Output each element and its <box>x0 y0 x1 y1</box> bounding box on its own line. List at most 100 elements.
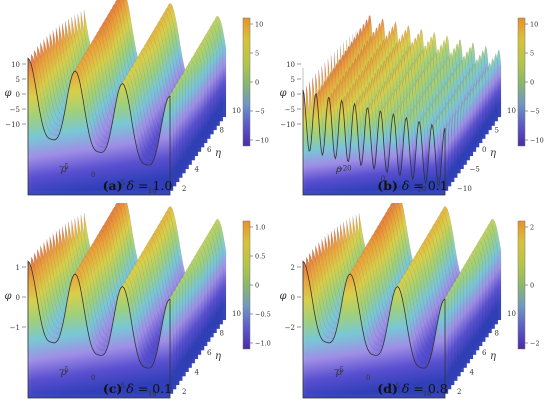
x-tick-label: 5 <box>396 382 400 390</box>
panel-b: 10 5 0 −5 −10 φ −20 0 20 ρ −10 −5 0 5 10 η 10 5 0 −5 −10 (b)… <box>275 0 550 202</box>
caption-value: = 0.1 <box>413 178 448 193</box>
surface-plot-b: 10 5 0 −5 −10 φ −20 0 20 ρ −10 −5 0 5 10 η 10 5 0 −5 −10 <box>279 15 544 196</box>
colorbar-tick-label: −10 <box>530 137 544 145</box>
z-tick-label: 2 <box>291 264 295 272</box>
z-tick-label: −5 <box>285 106 295 114</box>
caption-letter: (a) <box>102 178 123 193</box>
x-tick-label: 5 <box>121 382 125 390</box>
caption-symbol: δ <box>401 381 410 396</box>
y-tick-label: 8 <box>220 127 224 135</box>
colorbar-tick-label: 0 <box>255 282 259 290</box>
y-tick-label: 2 <box>182 388 186 396</box>
z-axis-label: φ <box>279 88 286 99</box>
y-tick-label: 2 <box>182 185 186 193</box>
x-tick-label: 10 <box>423 390 432 398</box>
z-tick-label: 0 <box>291 91 295 99</box>
z-axis-label: φ <box>4 88 11 99</box>
y-tick-label: −10 <box>457 185 472 193</box>
colorbar-tick-label: 0 <box>530 282 534 290</box>
y-tick-label: 0 <box>482 146 486 154</box>
colorbar-tick-label: −5 <box>255 108 265 116</box>
colorbar-tick-label: 10 <box>530 21 538 29</box>
y-tick-label: 10 <box>232 310 241 318</box>
z-tick-label: 0 <box>16 294 20 302</box>
y-tick-label: 8 <box>220 330 224 338</box>
x-tick-label: −5 <box>59 163 69 171</box>
z-axis-label: φ <box>279 291 286 302</box>
y-axis-label: η <box>215 148 221 159</box>
colorbar-tick-label: −10 <box>255 137 269 145</box>
x-tick-label: −5 <box>334 366 344 374</box>
y-tick-label: 6 <box>207 146 212 154</box>
x-axis-label: ρ <box>335 164 342 175</box>
z-tick-label: −10 <box>280 121 295 129</box>
y-tick-label: 10 <box>507 310 516 318</box>
x-tick-label: 0 <box>366 374 370 382</box>
colorbar <box>517 220 526 350</box>
caption-symbol: δ <box>401 178 410 193</box>
caption-letter: (d) <box>377 381 398 396</box>
caption-b: (b) δ = 0.1 <box>275 178 550 193</box>
caption-value: = 0.1 <box>137 381 173 396</box>
y-tick-label: 5 <box>495 127 499 135</box>
z-tick-label: 5 <box>16 76 20 84</box>
colorbar-tick-label: 5 <box>530 50 534 58</box>
y-tick-label: 8 <box>495 330 499 338</box>
z-tick-label: 10 <box>286 61 295 69</box>
x-tick-label: −20 <box>337 164 352 172</box>
colorbar-tick-label: 2 <box>530 224 534 232</box>
x-tick-label: 5 <box>121 179 125 187</box>
colorbar-tick-label: 5 <box>255 50 259 58</box>
y-tick-label: −5 <box>470 166 480 174</box>
caption-value: = 1.0 <box>138 178 173 193</box>
x-tick-label: 0 <box>381 175 385 183</box>
x-tick-label: 20 <box>417 186 426 194</box>
z-tick-label: 0 <box>291 294 295 302</box>
z-axis-label: φ <box>4 291 11 302</box>
x-tick-label: 10 <box>148 390 157 398</box>
y-tick-label: 10 <box>232 107 241 115</box>
y-axis-label: η <box>490 148 496 159</box>
x-tick-label: 10 <box>148 187 157 195</box>
y-tick-label: 4 <box>470 369 475 377</box>
caption-a: (a) δ = 1.0 <box>0 178 275 193</box>
z-tick-label: −2 <box>285 324 295 332</box>
y-tick-label: 4 <box>195 369 200 377</box>
x-tick-label: 0 <box>91 374 95 382</box>
z-tick-label: −1 <box>10 324 20 332</box>
colorbar <box>242 17 251 147</box>
colorbar-tick-label: 1.0 <box>255 224 265 232</box>
colorbar-tick-label: 0 <box>530 79 534 87</box>
caption-letter: (c) <box>102 381 123 396</box>
y-tick-label: 4 <box>195 166 200 174</box>
z-tick-label: −5 <box>10 106 20 114</box>
z-tick-label: −10 <box>5 121 20 129</box>
z-tick-label: 5 <box>291 76 295 84</box>
panel-c: 1 0 −1 φ −5 0 5 10 ρ 2 4 6 8 10 η 1.0 0.5 0 −0.5 −1.0 (c) δ… <box>0 203 275 405</box>
surface-plot-d: 2 0 −2 φ −5 0 5 10 ρ 2 4 6 8 10 η 2 0 −2 <box>279 203 540 399</box>
colorbar <box>242 220 251 350</box>
surface <box>27 203 227 399</box>
colorbar <box>517 17 526 147</box>
y-axis-label: η <box>215 351 221 362</box>
surface-plot-a: 10 5 0 −5 −10 φ −5 0 5 10 ρ 2 4 6 8 10 η 10 5 0 −5 −10 <box>4 0 269 196</box>
caption-value: = 0.8 <box>413 381 448 396</box>
z-tick-label: 1 <box>16 264 20 272</box>
colorbar-tick-label: −1.0 <box>255 340 271 348</box>
z-tick-label: 10 <box>11 61 20 69</box>
surface <box>27 0 227 196</box>
y-axis-label: η <box>490 351 496 362</box>
caption-c: (c) δ = 0.1 <box>0 381 275 396</box>
x-axis-label: ρ <box>60 367 67 378</box>
x-tick-label: −5 <box>59 366 69 374</box>
surface <box>302 203 502 399</box>
colorbar-tick-label: 0.5 <box>255 253 265 261</box>
x-tick-label: 0 <box>91 171 95 179</box>
x-axis-label: ρ <box>60 164 67 175</box>
colorbar-tick-label: −5 <box>530 108 540 116</box>
panel-d: 2 0 −2 φ −5 0 5 10 ρ 2 4 6 8 10 η 2 0 −2 (d) δ = 0.8 <box>275 203 550 405</box>
caption-d: (d) δ = 0.8 <box>275 381 550 396</box>
x-axis-label: ρ <box>335 367 342 378</box>
y-tick-label: 6 <box>207 349 212 357</box>
